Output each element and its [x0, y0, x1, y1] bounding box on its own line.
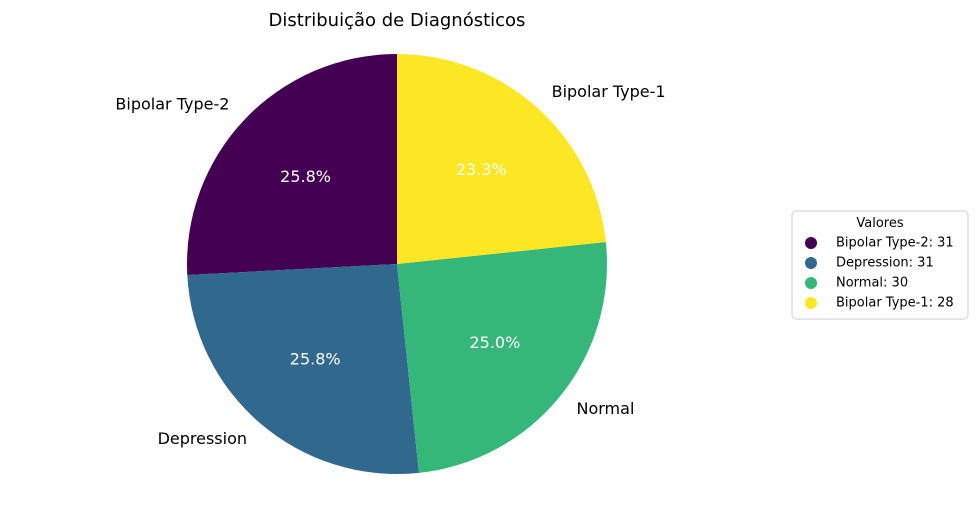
legend-title: Valores [856, 216, 903, 231]
slice-percent-bipolar-type-1: 23.3% [456, 160, 507, 179]
pie-slices: Bipolar Type-2 25.8% Depression 25.8% Normal… [115, 54, 666, 475]
legend-entry-normal: Normal: 30 [836, 276, 908, 291]
slice-label-normal: Normal [577, 399, 635, 418]
slice-label-bipolar-type-2: Bipolar Type-2 [115, 95, 229, 114]
legend: Valores Bipolar Type-2: 31 Depression: 31… [791, 210, 969, 320]
slice-percent-normal: 25.0% [469, 333, 520, 352]
legend-marker-depression [805, 257, 817, 269]
legend-marker-bipolar-type-2 [805, 237, 817, 249]
slice-label-bipolar-type-1: Bipolar Type-1 [552, 82, 666, 101]
slice-label-depression: Depression [158, 429, 247, 448]
chart-title: Distribuição de Diagnósticos [269, 10, 526, 31]
legend-entry-bipolar-type-2: Bipolar Type-2: 31 [836, 236, 954, 251]
legend-marker-normal [805, 277, 817, 289]
legend-box [791, 210, 969, 320]
pie-slice-bipolar-type-2 [187, 54, 397, 275]
pie-slice-bipolar-type-1 [397, 54, 606, 264]
pie-slice-normal [397, 242, 608, 473]
legend-marker-bipolar-type-1 [805, 297, 817, 309]
slice-percent-bipolar-type-2: 25.8% [280, 167, 331, 186]
legend-entry-bipolar-type-1: Bipolar Type-1: 28 [836, 296, 954, 311]
pie-slice-depression [187, 264, 419, 475]
legend-entry-depression: Depression: 31 [836, 256, 934, 271]
slice-percent-depression: 25.8% [290, 349, 341, 368]
